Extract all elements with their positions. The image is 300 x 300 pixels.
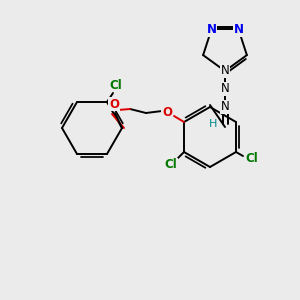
Text: Cl: Cl xyxy=(110,79,122,92)
Text: N: N xyxy=(220,100,230,113)
Text: O: O xyxy=(162,106,172,119)
Text: N: N xyxy=(206,23,217,36)
Text: Cl: Cl xyxy=(165,158,177,172)
Text: N: N xyxy=(220,64,230,77)
Text: H: H xyxy=(209,119,217,129)
Text: O: O xyxy=(109,98,119,110)
Text: N: N xyxy=(233,23,244,36)
Text: N: N xyxy=(220,82,230,95)
Text: Cl: Cl xyxy=(246,152,258,166)
